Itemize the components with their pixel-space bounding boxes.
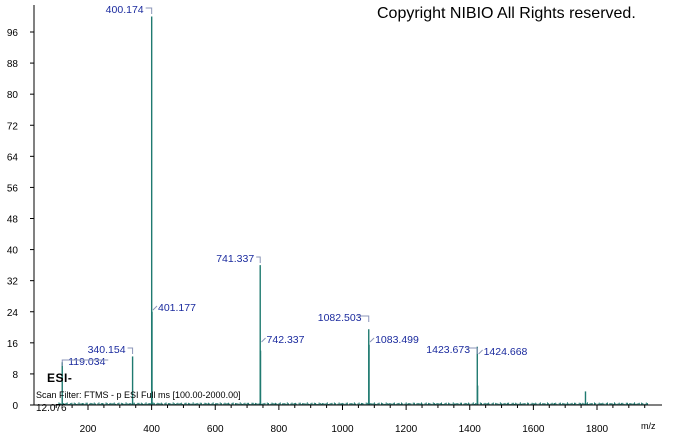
label-connector xyxy=(256,256,261,263)
x-tick-label: 1600 xyxy=(522,424,545,434)
x-tick-label: 200 xyxy=(80,424,97,434)
x-tick-label: 1800 xyxy=(586,424,609,434)
x-tick-label: 400 xyxy=(143,424,160,434)
y-tick-label: 96 xyxy=(7,28,19,39)
spectrum-layer xyxy=(57,16,648,405)
y-tick-label: 48 xyxy=(7,215,19,226)
peak-label: 741.337 xyxy=(216,253,254,265)
peak-label: 1082.503 xyxy=(318,312,362,324)
y-tick-label: 64 xyxy=(7,152,19,163)
peak-label: 340.154 xyxy=(88,344,126,356)
x-tick-label: 1000 xyxy=(331,424,354,434)
ion-mode-label: ESI- xyxy=(47,371,73,385)
label-connector xyxy=(145,7,153,14)
min-value-label: 12.076 xyxy=(36,403,67,414)
axes-layer: 0 8 16 24 32 40 48 56 64 72 80 88 96 200 400 600 800 1000… xyxy=(7,5,662,434)
x-tick-label: 1200 xyxy=(395,424,418,434)
peak-label: 1424.668 xyxy=(484,346,528,358)
y-tick-label: 24 xyxy=(7,308,19,319)
label-connector xyxy=(478,349,483,355)
peak-label: 1083.499 xyxy=(375,334,419,346)
y-tick-label: 72 xyxy=(7,121,19,132)
label-connector xyxy=(357,315,370,322)
peak-label: 1423.673 xyxy=(426,344,470,356)
peak-label: 119.034 xyxy=(68,356,105,368)
label-connector xyxy=(261,337,266,343)
y-tick-label: 40 xyxy=(7,246,19,257)
label-connector xyxy=(127,347,134,354)
peak-label: 742.337 xyxy=(267,334,305,346)
y-tick-label: 80 xyxy=(7,90,19,101)
y-tick-label: 88 xyxy=(7,59,19,70)
label-connector xyxy=(369,337,375,343)
y-tick-label: 0 xyxy=(12,401,18,412)
label-connector xyxy=(61,359,109,366)
x-tick-label: 600 xyxy=(207,424,224,434)
y-tick-label: 56 xyxy=(7,183,19,194)
y-tick-label: 8 xyxy=(12,370,18,381)
scan-filter-label: Scan Filter: FTMS - p ESI Full ms [100.0… xyxy=(36,390,241,400)
x-tick-label: 1400 xyxy=(459,424,482,434)
peak-label: 400.174 xyxy=(106,4,144,16)
y-tick-label: 16 xyxy=(7,339,19,350)
copyright-notice: Copyright NIBIO All Rights reserved. xyxy=(377,5,636,22)
label-connector xyxy=(152,305,158,311)
x-tick-label: 800 xyxy=(271,424,288,434)
x-axis-label: m/z xyxy=(641,421,656,431)
peak-label: 401.177 xyxy=(158,302,196,314)
y-tick-label: 32 xyxy=(7,277,19,288)
label-connector xyxy=(466,347,478,354)
